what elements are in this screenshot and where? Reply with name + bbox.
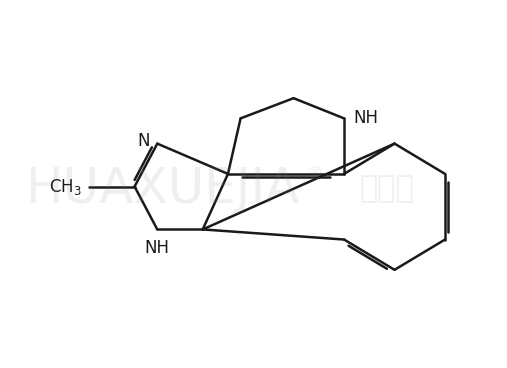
Text: CH$_3$: CH$_3$ bbox=[49, 177, 82, 197]
Text: HUAXUEJIA: HUAXUEJIA bbox=[25, 165, 299, 213]
Text: N: N bbox=[137, 132, 150, 150]
Text: 化学加: 化学加 bbox=[359, 174, 414, 204]
Text: NH: NH bbox=[353, 109, 378, 127]
Text: NH: NH bbox=[145, 238, 170, 256]
Text: ®: ® bbox=[307, 165, 323, 183]
